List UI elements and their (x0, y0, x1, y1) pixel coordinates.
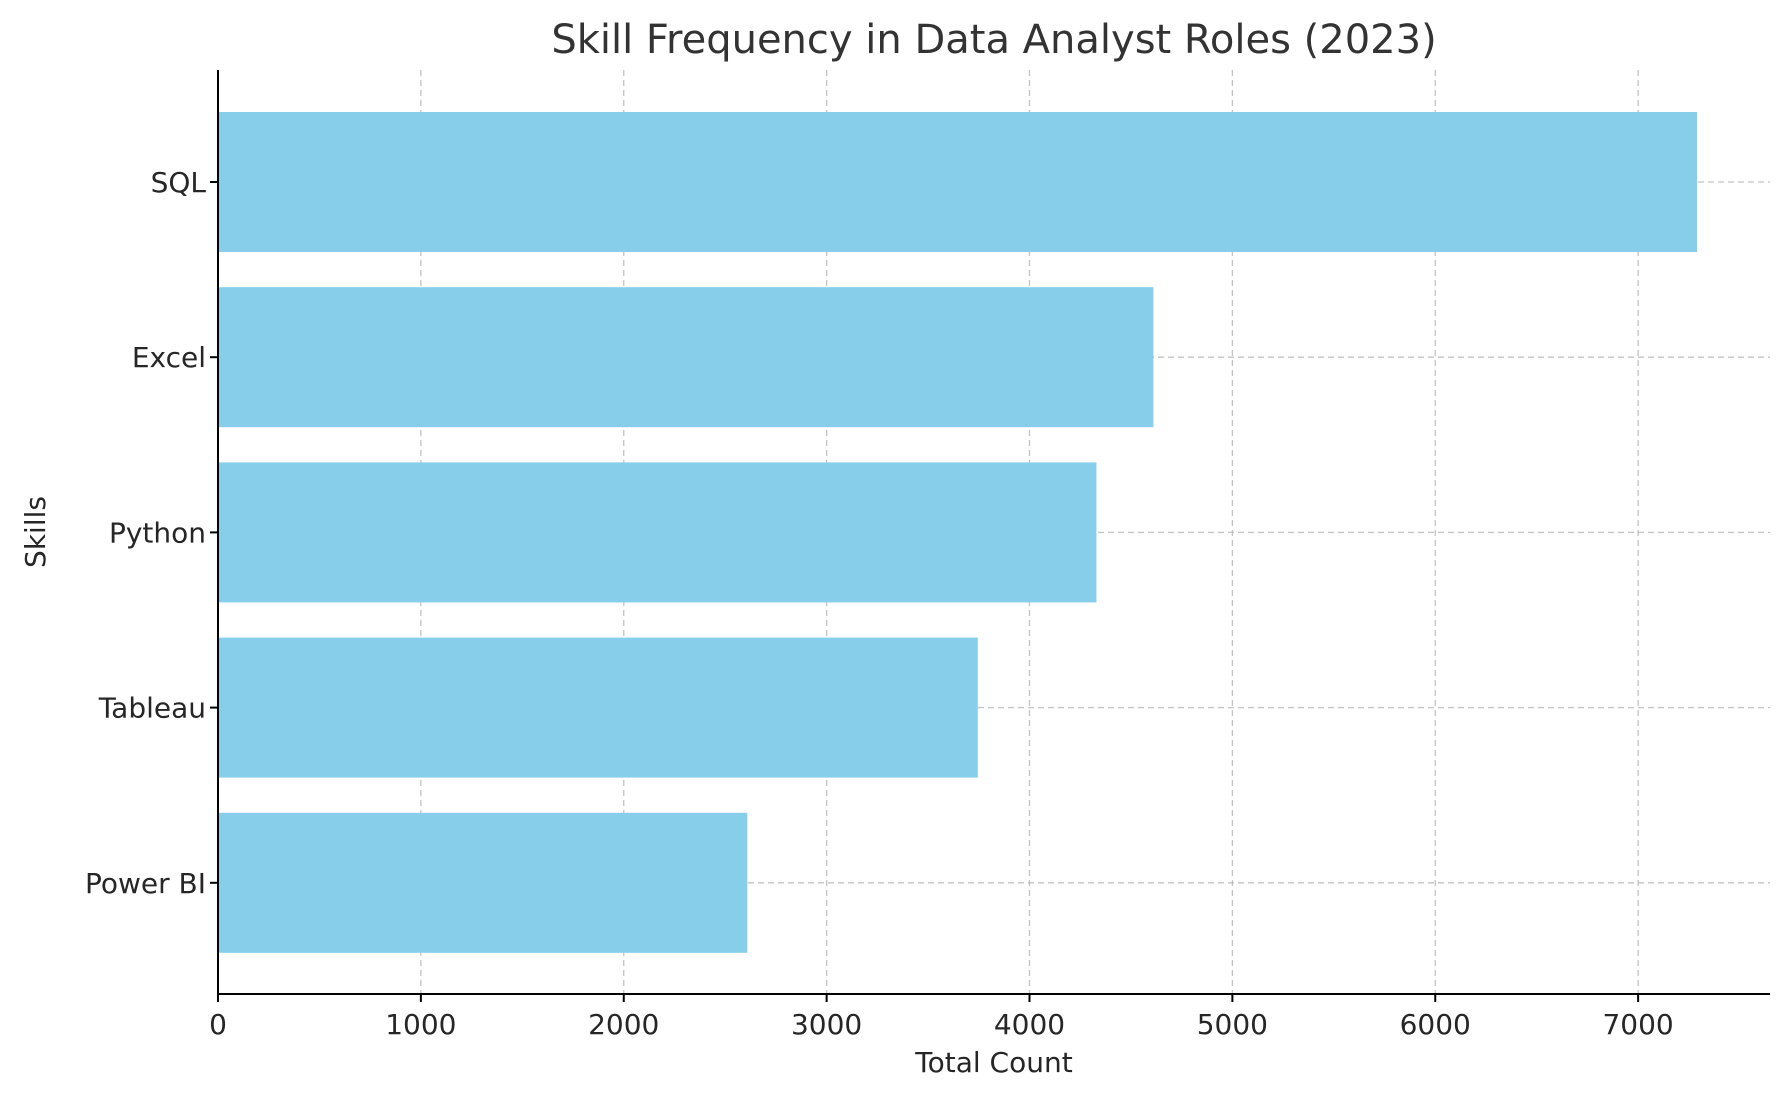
y-tick-label: SQL (151, 166, 207, 199)
bar-excel (218, 287, 1154, 428)
x-tick-label: 6000 (1400, 1008, 1471, 1041)
x-tick-label: 1000 (385, 1008, 456, 1041)
x-tick-label: 3000 (791, 1008, 862, 1041)
bar-python (218, 462, 1097, 603)
bars (218, 112, 1698, 953)
y-tick-label: Tableau (98, 692, 206, 725)
x-tick-label: 7000 (1602, 1008, 1673, 1041)
x-ticks: 0 1000 2000 3000 4000 5000 6000 7000 (209, 994, 1674, 1041)
y-tick-label: Excel (132, 341, 206, 374)
x-axis-label: Total Count (914, 1046, 1072, 1079)
y-tick-label: Python (109, 516, 206, 549)
x-tick-label: 4000 (994, 1008, 1065, 1041)
y-axis-label: Skills (19, 496, 52, 568)
bar-tableau (218, 637, 978, 778)
chart-title: Skill Frequency in Data Analyst Roles (2… (551, 17, 1436, 63)
y-ticks: SQL Excel Python Tableau Power BI (85, 166, 218, 900)
bar-power-bi (218, 812, 748, 953)
bar-sql (218, 112, 1698, 252)
y-tick-label: Power BI (85, 867, 206, 900)
x-tick-label: 0 (209, 1008, 227, 1041)
x-tick-label: 2000 (588, 1008, 659, 1041)
x-tick-label: 5000 (1197, 1008, 1268, 1041)
